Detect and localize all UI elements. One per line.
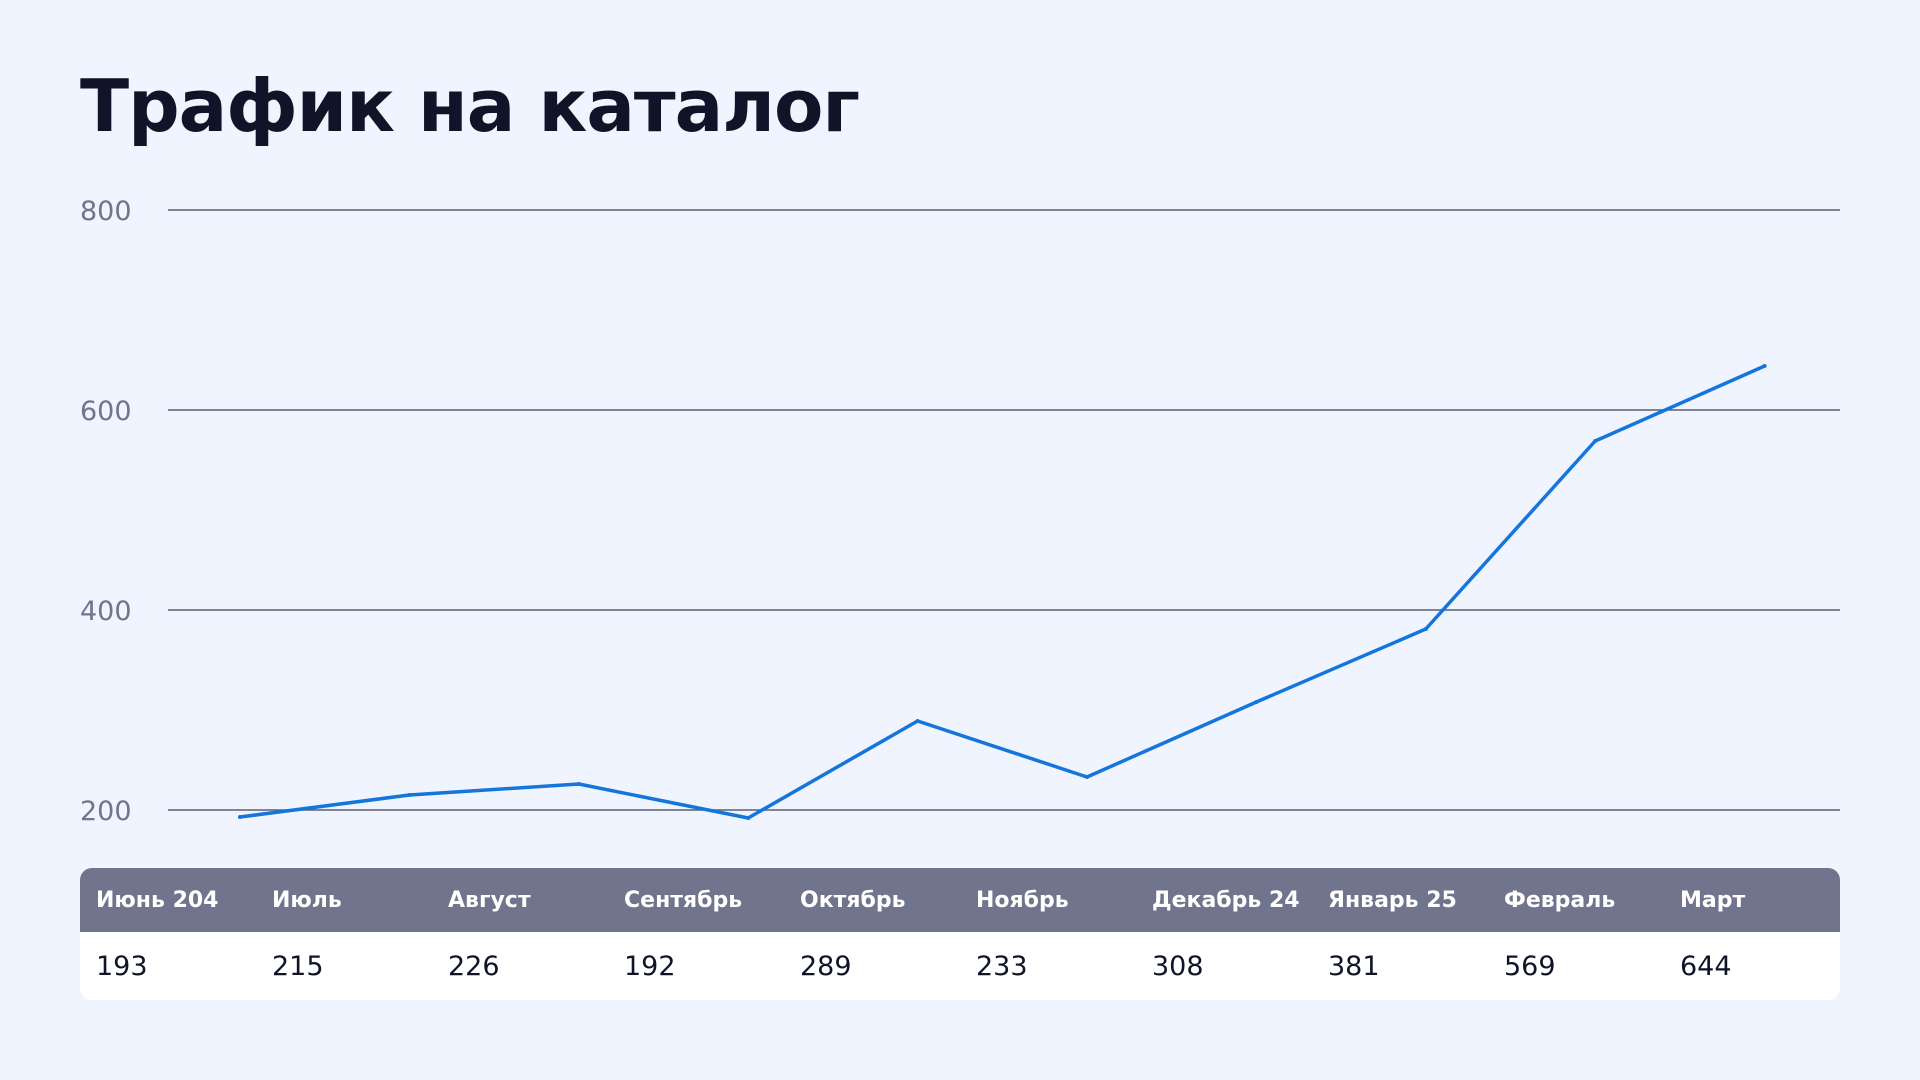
table-value-cell: 381 bbox=[1328, 950, 1380, 982]
table-header-cell: Август bbox=[448, 887, 531, 913]
data-table: Июнь 204 Июль Август Сентябрь Октябрь Ноябрь Д… bbox=[80, 868, 1840, 1000]
data-point-Ноябрь bbox=[1085, 775, 1089, 779]
data-point-Сентябрь bbox=[746, 816, 751, 820]
table-value-cell: 215 bbox=[272, 950, 324, 982]
y-tick-label: 800 bbox=[80, 196, 132, 227]
table-value-cell: 233 bbox=[976, 950, 1028, 982]
table-header-cell: Июль bbox=[272, 887, 342, 913]
table-header-cell: Март bbox=[1680, 887, 1746, 913]
table-header-cell: Октябрь bbox=[800, 887, 906, 913]
line-chart: 200 400 600 800 bbox=[80, 196, 1840, 827]
table-value-cell: 192 bbox=[624, 950, 676, 982]
table-header-cell: Ноябрь bbox=[976, 887, 1069, 913]
y-tick-label: 600 bbox=[80, 396, 132, 427]
data-point-Январь 25 bbox=[1423, 627, 1428, 631]
table-value-row: 193 215 226 192 289 233 308 381 569 644 bbox=[80, 932, 1840, 1000]
y-tick-label: 200 bbox=[80, 796, 132, 827]
data-point-Август bbox=[576, 782, 581, 786]
table-value-cell: 289 bbox=[800, 950, 852, 982]
table-value-cell: 644 bbox=[1680, 950, 1732, 982]
data-point-Октябрь bbox=[915, 719, 920, 723]
data-point-Март bbox=[1762, 364, 1767, 368]
chart-title: Трафик на каталог bbox=[80, 64, 860, 148]
data-point-Июнь 204 bbox=[238, 815, 242, 819]
table-value-cell: 193 bbox=[96, 950, 148, 982]
data-point-Февраль bbox=[1593, 439, 1598, 443]
table-header-cell: Июнь 204 bbox=[96, 887, 219, 913]
table-value-cell: 308 bbox=[1152, 950, 1204, 982]
data-point-Декабрь 24 bbox=[1254, 700, 1259, 704]
table-header-cell: Февраль bbox=[1504, 887, 1616, 913]
data-point-Июль bbox=[407, 793, 412, 797]
series-line bbox=[238, 364, 1767, 820]
table-value-cell: 226 bbox=[448, 950, 500, 982]
table-header-cell: Январь 25 bbox=[1328, 887, 1457, 913]
table-header-cell: Сентябрь bbox=[624, 887, 743, 913]
table-value-cell: 569 bbox=[1504, 950, 1556, 982]
y-tick-label: 400 bbox=[80, 596, 132, 627]
table-header-cell: Декабрь 24 bbox=[1152, 887, 1300, 913]
table-header-row: Июнь 204 Июль Август Сентябрь Октябрь Ноябрь Д… bbox=[80, 868, 1840, 932]
